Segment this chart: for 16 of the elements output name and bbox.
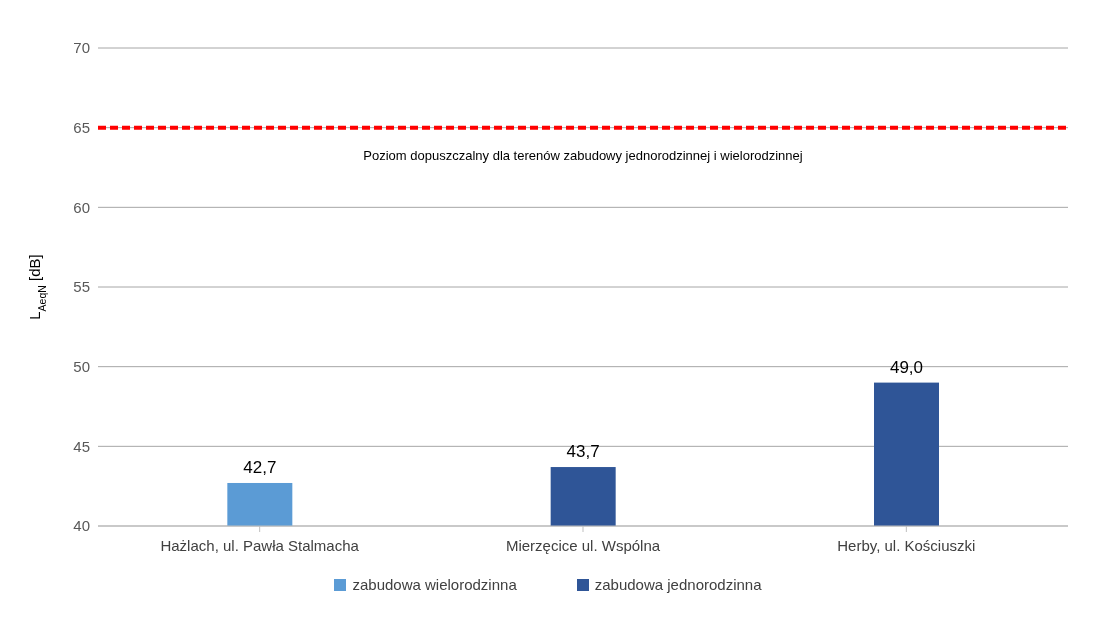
y-tick-label: 50	[73, 357, 90, 375]
y-tick-label: 45	[73, 437, 90, 455]
x-tick-label: Mierzęcice ul. Wspólna	[505, 536, 661, 554]
x-tick-label: Herby, ul. Kościuszki	[837, 536, 976, 554]
x-tick-label: Hażlach, ul. Pawła Stalmacha	[160, 536, 360, 554]
data-label: 49,0	[889, 357, 924, 377]
data-label: 43,7	[566, 442, 600, 462]
y-tick-label: 65	[73, 118, 90, 136]
legend-label: zabudowa jednorodzinna	[593, 576, 762, 593]
y-tick-label: 60	[73, 198, 90, 216]
y-tick-label: 55	[73, 278, 90, 296]
data-label: 42,7	[243, 457, 277, 477]
y-tick-label: 40	[73, 517, 90, 535]
y-tick-label: 70	[73, 39, 90, 57]
ref-line-label: Poziom dopuszczalny dla terenów zabudowy jednorodzinnej i wielorodzinnej	[363, 147, 803, 163]
legend-label: zabudowa wielorodzinna	[351, 576, 517, 593]
